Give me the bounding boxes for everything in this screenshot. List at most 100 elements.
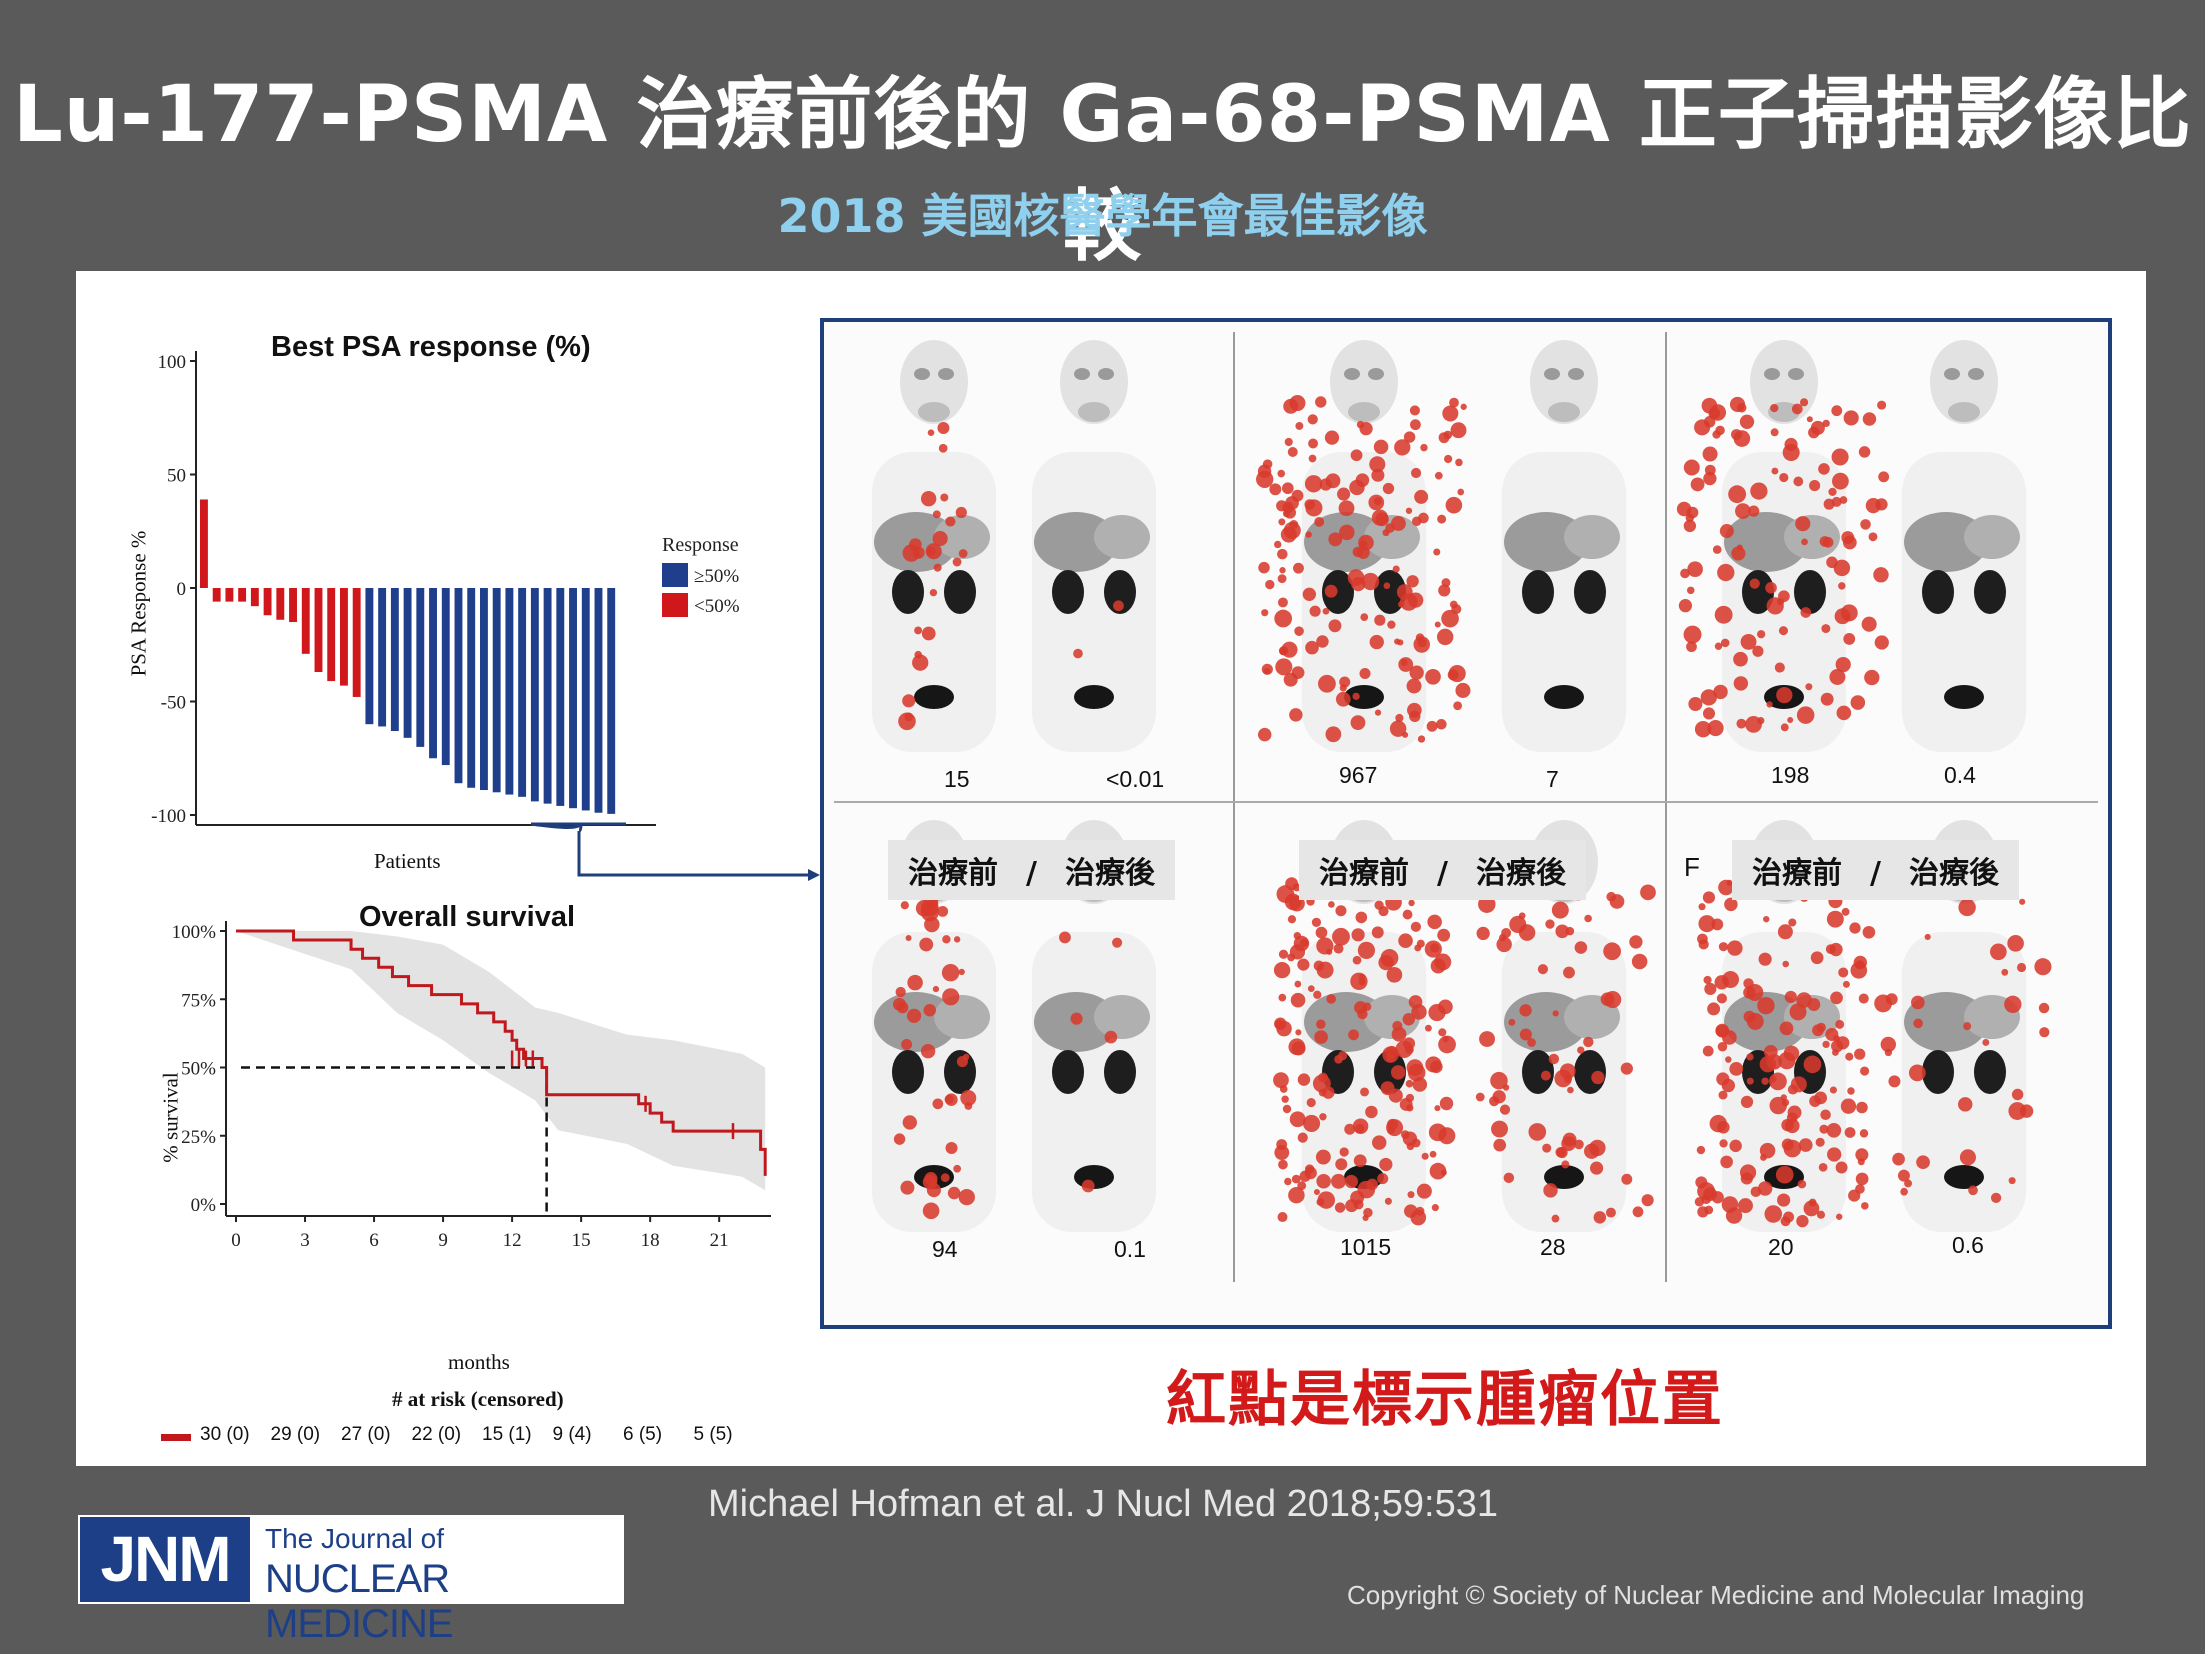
tumor-spot xyxy=(932,1098,944,1110)
tumor-spot xyxy=(1781,1138,1794,1151)
pet-liver xyxy=(1504,512,1588,572)
risk-table-cell: 6 (5) xyxy=(623,1424,663,1445)
tumor-spot xyxy=(1409,405,1420,416)
pet-kidney-right xyxy=(1104,1050,1136,1094)
pet-eye xyxy=(1968,368,1984,380)
pet-kidney-right xyxy=(1374,1050,1406,1094)
tumor-spot xyxy=(1808,1198,1817,1207)
tumor-spot xyxy=(1574,1139,1584,1150)
tumor-spot xyxy=(920,1043,936,1059)
tumor-spot xyxy=(1683,459,1700,476)
tumor-spot xyxy=(901,1039,913,1051)
pet-kidney-left xyxy=(1052,1050,1084,1094)
bar xyxy=(365,588,374,725)
pet-liver xyxy=(1904,512,1988,572)
tumor-spot xyxy=(1739,414,1755,429)
tumor-spot xyxy=(900,1180,915,1195)
tumor-spot xyxy=(1371,1135,1387,1150)
tumor-spot xyxy=(1287,447,1298,457)
tumor-spot xyxy=(1833,559,1851,577)
tumor-spot xyxy=(1442,1035,1449,1043)
tumor-spot xyxy=(1843,410,1859,426)
tumor-spot xyxy=(1390,516,1406,531)
tumor-spot xyxy=(940,493,949,502)
tumor-spot xyxy=(1314,1030,1328,1044)
tumor-spot xyxy=(1278,1159,1288,1170)
tumor-spot xyxy=(1407,702,1422,718)
tumor-spot xyxy=(1383,582,1391,590)
tumor-spot xyxy=(1819,1124,1829,1134)
label-after: 治療後 xyxy=(1908,856,1999,891)
tumor-spot xyxy=(1834,608,1851,625)
pet-kidney-right xyxy=(1104,570,1136,614)
tumor-spot xyxy=(1402,1013,1415,1026)
y-tick-label: -100 xyxy=(151,806,186,827)
tumor-spot xyxy=(962,1053,970,1061)
tumor-spot xyxy=(907,974,923,991)
tumor-spot xyxy=(1358,973,1366,981)
tumor-spot xyxy=(1729,1061,1744,1076)
tumor-spot xyxy=(1641,1194,1654,1207)
risk-table-cell: 9 (4) xyxy=(552,1424,592,1445)
tumor-spot xyxy=(1904,1179,1913,1188)
tumor-spot xyxy=(1436,719,1447,730)
tumor-spot xyxy=(1509,915,1527,933)
tumor-spot xyxy=(1561,1160,1570,1169)
tumor-spot xyxy=(1289,519,1299,530)
tumor-spot xyxy=(1816,1210,1826,1219)
tumor-spot xyxy=(1805,683,1813,691)
tumor-spot xyxy=(1363,1207,1373,1218)
tumor-spot xyxy=(1491,1120,1508,1138)
tumor-spot xyxy=(1796,706,1815,724)
tumor-spot xyxy=(1743,986,1756,999)
tumor-spot xyxy=(1307,414,1318,425)
tumor-spot xyxy=(1430,958,1446,974)
tumor-spot xyxy=(1844,1127,1856,1138)
bar xyxy=(225,588,234,602)
tumor-spot xyxy=(1328,532,1343,547)
tumor-spot xyxy=(1828,487,1837,497)
tumor-spot xyxy=(1787,1105,1802,1120)
tumor-spot xyxy=(1913,1018,1923,1029)
tumor-spot xyxy=(1911,995,1925,1010)
pet-kidney-left xyxy=(1322,570,1354,614)
pet-spleen xyxy=(1564,995,1620,1039)
tumor-spot xyxy=(1924,933,1931,941)
tumor-spot xyxy=(1416,1183,1432,1199)
tumor-spot xyxy=(1291,1041,1306,1056)
marker-f: F xyxy=(1684,852,1700,882)
pet-head xyxy=(1330,340,1398,424)
overall-survival-chart: 100% 75% 50% 25% 0% 0 3 6 9 12 15 18 21 xyxy=(172,921,771,1251)
pet-liver xyxy=(1034,512,1118,572)
tumor-spot xyxy=(1793,476,1804,487)
tumor-spot xyxy=(1392,1020,1403,1032)
tumor-spot xyxy=(1265,579,1275,590)
tumor-spot xyxy=(1315,396,1327,408)
pet-salivary xyxy=(1548,402,1580,422)
tumor-spot xyxy=(1297,1132,1308,1143)
tumor-spot xyxy=(2016,962,2027,973)
tumor-spot xyxy=(1324,430,1340,445)
pet-eye xyxy=(1098,368,1114,380)
tumor-spot xyxy=(1258,727,1272,742)
tumor-spot xyxy=(944,1094,954,1104)
scan-value: 28 xyxy=(1540,1234,1566,1260)
bar xyxy=(289,588,297,623)
pet-liver xyxy=(1904,992,1988,1052)
pet-scan-images xyxy=(834,332,2098,1282)
tumor-spot xyxy=(933,563,942,572)
tumor-spot xyxy=(1686,586,1695,595)
tumor-spot xyxy=(1369,634,1384,650)
tumor-spot xyxy=(1825,944,1836,955)
tumor-spot xyxy=(927,429,935,436)
tumor-spot xyxy=(2008,1102,2027,1120)
tumor-spot xyxy=(1407,1191,1415,1199)
tumor-spot xyxy=(1770,403,1779,413)
tumor-spot xyxy=(1319,478,1332,491)
tumor-spot xyxy=(1302,1114,1321,1132)
tumor-spot xyxy=(1788,918,1797,927)
tumor-spot xyxy=(1600,992,1615,1007)
pet-kidney-left xyxy=(1922,1050,1954,1094)
tumor-spot xyxy=(1707,720,1724,737)
risk-table-row: 30 (0) 29 (0) 27 (0) 22 (0) 15 (1) 9 (4) 6 (5)… xyxy=(161,1424,841,1454)
